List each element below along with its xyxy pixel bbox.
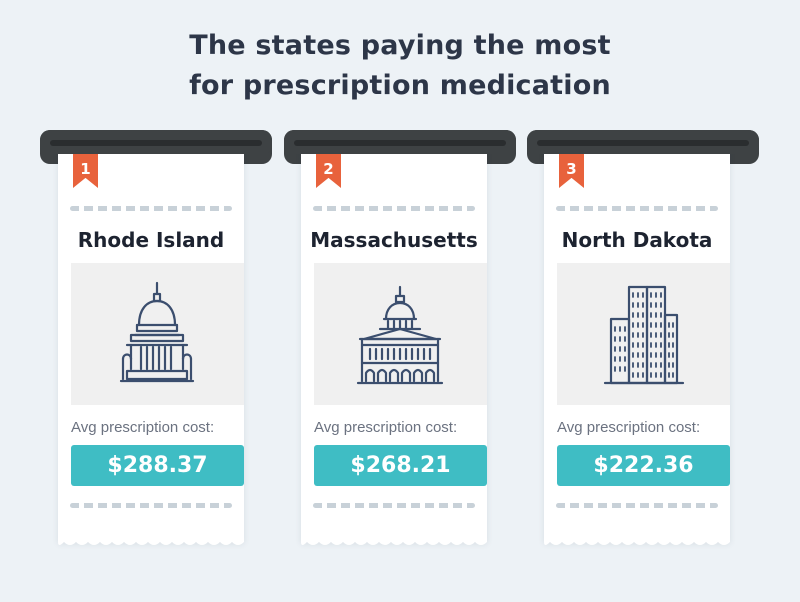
- cost-label: Avg prescription cost:: [71, 419, 215, 436]
- dashed-divider: [313, 206, 475, 211]
- slot-lip: [527, 130, 759, 154]
- dashed-divider: [556, 503, 718, 508]
- rank-number: 2: [323, 160, 334, 178]
- price-badge: $268.21: [314, 445, 487, 486]
- receipt-torn-edge: [301, 536, 487, 545]
- dashed-divider: [313, 503, 475, 508]
- state-name: North Dakota: [561, 228, 713, 252]
- dashed-divider: [70, 206, 232, 211]
- rank-number: 3: [566, 160, 577, 178]
- slot-lip: [284, 130, 516, 154]
- receipt-torn-edge: [544, 536, 730, 545]
- state-name: Rhode Island: [77, 228, 225, 252]
- receipt-torn-edge: [58, 536, 244, 545]
- price-badge: $288.37: [71, 445, 244, 486]
- state-house-icon: [314, 263, 487, 405]
- cost-label: Avg prescription cost:: [314, 419, 458, 436]
- receipt-card-2: 2 Massachusetts Avg prescription cost: [301, 142, 487, 545]
- receipt-card-1: 1 Rhode Island Avg pres: [58, 142, 244, 545]
- cost-label: Avg prescription cost:: [557, 419, 701, 436]
- skyscraper-icon: [557, 263, 730, 405]
- receipt-card-3: 3 North Dakota: [544, 142, 730, 545]
- dashed-divider: [70, 503, 232, 508]
- price-badge: $222.36: [557, 445, 730, 486]
- title-line-1: The states paying the most: [189, 30, 611, 61]
- title-line-2: for prescription medication: [189, 70, 611, 101]
- page-title: The states paying the most for prescript…: [0, 26, 800, 106]
- capitol-dome-icon: [71, 263, 244, 405]
- state-name: Massachusetts: [310, 228, 478, 252]
- slot-lip: [40, 130, 272, 154]
- rank-number: 1: [80, 160, 91, 178]
- dashed-divider: [556, 206, 718, 211]
